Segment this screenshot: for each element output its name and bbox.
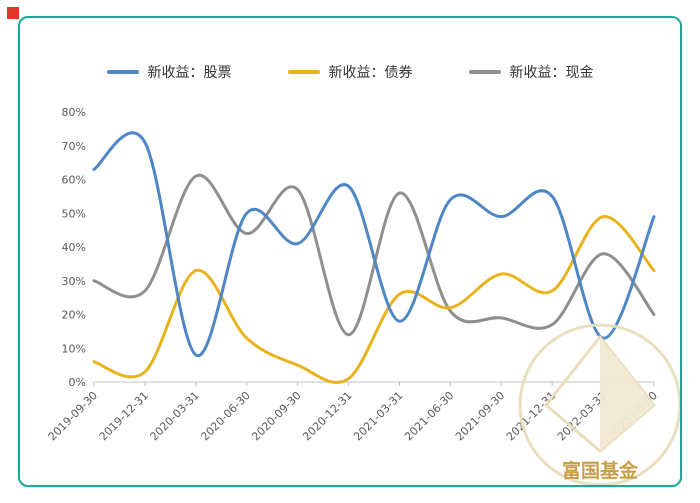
y-axis-label: 50% <box>62 207 86 220</box>
y-axis-label: 80% <box>62 106 86 119</box>
x-axis-label: 2020-12-31 <box>300 389 354 443</box>
y-axis-label: 40% <box>62 241 86 254</box>
chart-legend: 新收益：股票 新收益：债券 新收益：现金 <box>20 62 680 82</box>
watermark-text: 富国基金 <box>562 459 639 482</box>
x-axis-label: 2020-06-30 <box>198 389 252 443</box>
legend-line-swatch <box>468 70 501 74</box>
legend-item: 新收益：现金 <box>468 62 594 82</box>
y-axis-label: 70% <box>62 140 86 153</box>
legend-line-swatch <box>287 70 320 74</box>
legend-label: 新收益：现金 <box>509 65 594 81</box>
x-axis-label: 2019-12-31 <box>97 389 151 443</box>
x-axis-label: 2021-03-31 <box>351 389 405 443</box>
y-axis-label: 10% <box>62 342 86 355</box>
legend-line-swatch <box>106 70 139 74</box>
legend-label: 新收益：股票 <box>147 65 232 81</box>
watermark-logo: 富国基金 <box>518 323 680 485</box>
y-axis-label: 60% <box>62 174 86 187</box>
x-axis-label: 2019-09-30 <box>46 389 100 443</box>
legend-label: 新收益：债券 <box>328 65 413 81</box>
corner-accent-square <box>7 7 19 19</box>
watermark-emblem-fill <box>600 337 654 451</box>
x-axis-label: 2020-03-31 <box>148 389 202 443</box>
series-line-新收益：股票 <box>92 131 656 357</box>
y-axis-label: 30% <box>62 275 86 288</box>
y-axis-label: 0% <box>69 376 86 389</box>
series-line-新收益：债券 <box>92 215 656 384</box>
series-line-新收益：现金 <box>92 173 656 337</box>
x-axis-label: 2020-09-30 <box>249 389 303 443</box>
y-axis-label: 20% <box>62 309 86 322</box>
x-axis-label: 2021-06-30 <box>402 389 456 443</box>
legend-item: 新收益：债券 <box>287 62 413 82</box>
watermark-circle <box>518 323 680 485</box>
legend-item: 新收益：股票 <box>106 62 232 82</box>
chart-card: 新收益：股票 新收益：债券 新收益：现金 2019-09-30 2019-12-31 2… <box>18 16 682 487</box>
